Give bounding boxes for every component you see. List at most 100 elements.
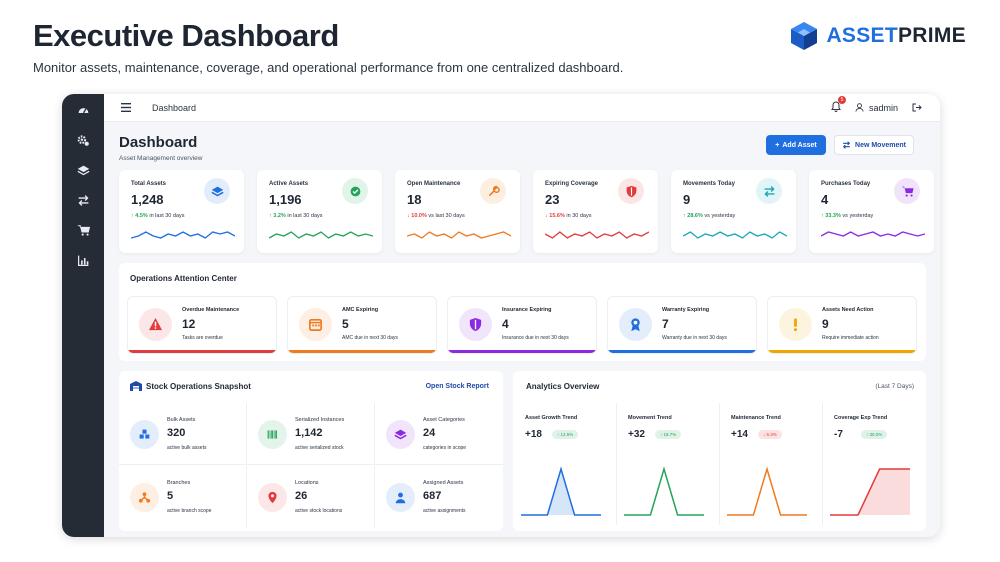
- trend-title: Coverage Exp Trend: [834, 415, 888, 421]
- kpi-label: Movements Today: [683, 181, 735, 187]
- notification-count-badge: 5: [837, 96, 846, 104]
- shield-icon: [618, 178, 644, 204]
- kpi-label: Open Maintenance: [407, 181, 461, 187]
- stock-subtitle: active branch scope: [167, 508, 212, 514]
- shield-icon: [459, 308, 492, 341]
- notification-bell-icon[interactable]: 5: [831, 96, 846, 114]
- hamburger-menu-icon[interactable]: [120, 103, 132, 112]
- section-title: Analytics Overview: [526, 382, 600, 391]
- add-asset-button[interactable]: + Add Asset: [766, 135, 826, 155]
- stock-value: 5: [167, 490, 174, 502]
- trend-title: Maintenance Trend: [731, 415, 781, 421]
- attention-card[interactable]: Warranty Expiring 7 Warranty due in next 3…: [607, 296, 757, 354]
- layers-icon[interactable]: [75, 162, 91, 178]
- kpi-change-period: vs last 30 days: [426, 213, 465, 219]
- kpi-change: ↑ 3.2% in last 30 days: [269, 213, 323, 219]
- attention-subtitle: Tasks are overdue: [182, 335, 223, 341]
- kpi-change: ↓ 15.6% in 30 days: [545, 213, 592, 219]
- cube-logo-icon: [791, 22, 818, 50]
- kpi-change: ↑ 28.6% vs yesterday: [683, 213, 735, 219]
- add-asset-label: Add Asset: [782, 141, 817, 149]
- stock-value: 24: [423, 427, 436, 439]
- hero-subtitle: Monitor assets, maintenance, coverage, a…: [33, 60, 624, 75]
- kpi-change-percent: 33.3%: [825, 213, 841, 219]
- period-label: (Last 7 Days): [875, 383, 914, 390]
- cog-icon[interactable]: [75, 132, 91, 148]
- kpi-value: 4: [821, 192, 829, 207]
- badge-icon: [619, 308, 652, 341]
- trend-card: Asset Growth Trend +18 ↑ 12.5%: [513, 403, 616, 525]
- kpi-value: 18: [407, 192, 422, 207]
- logout-icon[interactable]: [912, 103, 922, 112]
- boxes-icon: [130, 420, 159, 449]
- trend-value: +18: [525, 429, 542, 440]
- sparkline-chart: [269, 231, 373, 239]
- trend-line-chart: [727, 466, 807, 516]
- chart-icon[interactable]: [75, 252, 91, 268]
- kpi-card: Expiring Coverage 23 ↓ 15.6% in 30 days: [533, 170, 658, 253]
- divider: [719, 403, 720, 525]
- open-stock-report-link[interactable]: Open Stock Report: [425, 383, 489, 390]
- kpi-change-period: vs yesterday: [840, 213, 874, 219]
- accent-bar: [288, 350, 436, 353]
- layers-icon: [204, 178, 230, 204]
- attention-title: Overdue Maintenance: [182, 307, 240, 313]
- attention-value: 9: [822, 317, 829, 331]
- attention-subtitle: Insurance due in next 30 days: [502, 335, 569, 341]
- transfer-icon[interactable]: [75, 192, 91, 208]
- arrow-up-icon: ↑: [131, 213, 136, 219]
- stock-title: Serialized Instances: [295, 417, 345, 423]
- accent-bar: [128, 350, 276, 353]
- kpi-card: Total Assets 1,248 ↑ 4.5% in last 30 days: [119, 170, 244, 253]
- kpi-label: Purchases Today: [821, 181, 871, 187]
- stock-title: Asset Categories: [423, 417, 465, 423]
- kpi-change: ↓ 10.0% vs last 30 days: [407, 213, 465, 219]
- stock-card: Bulk Assets 320 active bulk assets: [119, 403, 247, 465]
- stock-card: Asset Categories 24 categories in scope: [375, 403, 503, 465]
- brand-logo: ASSETPRIME: [788, 20, 966, 52]
- cart-icon[interactable]: [75, 222, 91, 238]
- main-content: Dashboard Asset Management overview + Add…: [104, 122, 940, 537]
- dashboard-icon[interactable]: [75, 102, 91, 118]
- attention-card[interactable]: AMC Expiring 5 AMC due in next 30 days: [287, 296, 437, 354]
- attention-subtitle: AMC due in next 30 days: [342, 335, 398, 341]
- breadcrumb: Dashboard: [152, 102, 197, 113]
- stock-card: Locations 26 active stock locations: [247, 466, 375, 528]
- attention-title: Assets Need Action: [822, 307, 874, 313]
- attention-card[interactable]: Insurance Expiring 4 Insurance due in next…: [447, 296, 597, 354]
- trend-line-chart: [521, 466, 601, 516]
- kpi-change-period: in 30 days: [564, 213, 592, 219]
- attention-value: 7: [662, 317, 669, 331]
- attention-title: Insurance Expiring: [502, 307, 552, 313]
- kpi-change: ↑ 33.3% vs yesterday: [821, 213, 873, 219]
- accent-bar: [448, 350, 596, 353]
- new-movement-label: New Movement: [855, 141, 906, 149]
- section-title: Operations Attention Center: [130, 274, 237, 283]
- user-menu[interactable]: sadmin: [855, 103, 898, 113]
- arrow-down-icon: ↓: [407, 213, 412, 219]
- section-title: Stock Operations Snapshot: [146, 382, 251, 391]
- kpi-change-percent: 10.0%: [411, 213, 427, 219]
- page-title: Dashboard: [119, 134, 198, 151]
- attention-card[interactable]: Overdue Maintenance 12 Tasks are overdue: [127, 296, 277, 354]
- kpi-value: 23: [545, 192, 560, 207]
- kpi-change-period: vs yesterday: [702, 213, 736, 219]
- new-movement-button[interactable]: New Movement: [834, 135, 914, 155]
- cart-icon: [894, 178, 920, 204]
- attention-subtitle: Warranty due in next 30 days: [662, 335, 727, 341]
- attention-value: 12: [182, 317, 196, 331]
- divider: [616, 403, 617, 525]
- accent-bar: [608, 350, 756, 353]
- hero-title: Executive Dashboard: [33, 18, 339, 53]
- attention-card[interactable]: Assets Need Action 9 Require immediate act…: [767, 296, 917, 354]
- trend-value: +32: [628, 429, 645, 440]
- kpi-change-percent: 4.5%: [135, 213, 148, 219]
- kpi-label: Active Assets: [269, 181, 309, 187]
- kpi-value: 1,248: [131, 192, 164, 207]
- kpi-change-period: in last 30 days: [147, 213, 185, 219]
- arrow-down-icon: ↓: [545, 213, 550, 219]
- check-circle-icon: [342, 178, 368, 204]
- trend-card: Coverage Exp Trend -7 ↑ 30.0%: [822, 403, 925, 525]
- exclamation-icon: [779, 308, 812, 341]
- top-bar: Dashboard 5 sadmin: [104, 94, 940, 122]
